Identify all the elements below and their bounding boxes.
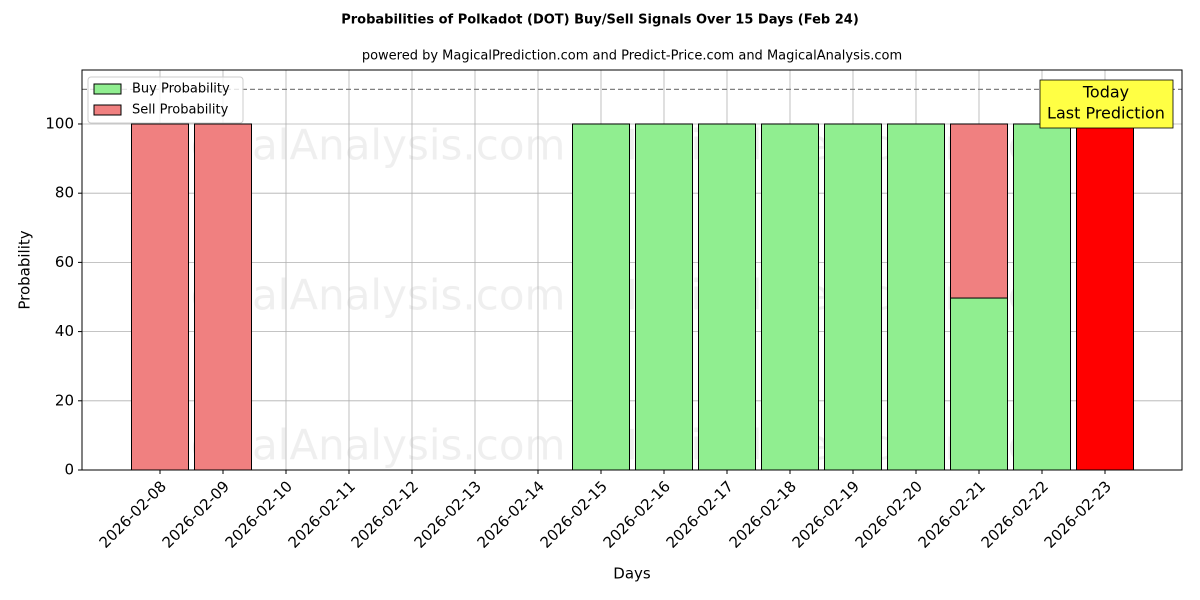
legend-label: Buy Probability: [132, 82, 230, 97]
bar: [698, 123, 756, 471]
bar: [887, 123, 945, 471]
chart-subtitle: powered by MagicalPrediction.com and Pre…: [362, 49, 902, 64]
y-tick-label: 80: [55, 184, 74, 202]
bar: [194, 123, 252, 471]
legend-swatch: [93, 104, 122, 116]
y-tick-label: 0: [64, 461, 74, 479]
legend-swatch: [93, 83, 122, 95]
annotation-text: Today: [1082, 83, 1129, 102]
bar: [761, 123, 819, 471]
y-tick-label: 60: [55, 253, 74, 271]
bar: [635, 123, 693, 471]
y-tick-label: 40: [55, 322, 74, 340]
legend-box: [87, 76, 244, 124]
y-tick-label: 100: [45, 114, 74, 132]
annotation-text: Last Prediction: [1047, 104, 1165, 123]
x-axis-label: Days: [613, 565, 651, 583]
bar: [824, 123, 882, 471]
y-axis-label: Probability: [16, 230, 34, 309]
y-tick-label: 20: [55, 391, 74, 409]
annotation-box: [1039, 79, 1174, 129]
bar: [1013, 123, 1071, 471]
plot-frame: [81, 69, 1183, 471]
chart-title: Probabilities of Polkadot (DOT) Buy/Sell…: [341, 13, 859, 28]
x-tick-label: 2026-02-23: [1041, 477, 1115, 551]
bar: [950, 297, 1008, 471]
bar: [572, 123, 630, 471]
bar: [950, 123, 1008, 299]
bar: [1076, 123, 1134, 471]
legend-label: Sell Probability: [132, 103, 229, 118]
bar: [131, 123, 189, 471]
